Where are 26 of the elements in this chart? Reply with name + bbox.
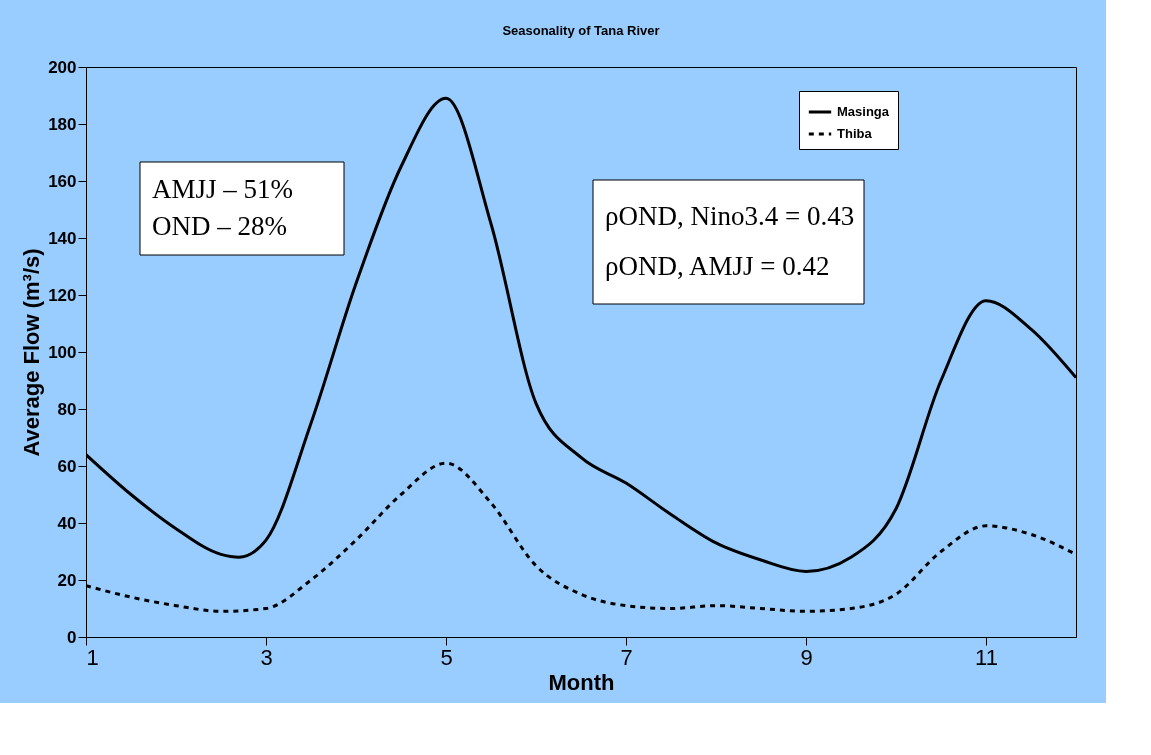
x-tick-label: 5 <box>440 644 453 670</box>
x-tick-label: 9 <box>800 644 813 670</box>
chart-title: Seasonality of Tana River <box>502 23 660 38</box>
y-tick-label: 120 <box>48 285 77 305</box>
y-axis-title: Average Flow (m³/s) <box>19 248 45 457</box>
y-tick-label: 20 <box>57 570 77 590</box>
y-tick-label: 40 <box>57 513 77 533</box>
x-tick-label: 11 <box>975 644 998 670</box>
y-tick-label: 160 <box>48 171 77 191</box>
y-tick-label: 0 <box>67 627 77 647</box>
y-tick-label: 180 <box>48 114 77 134</box>
y-tick-label: 100 <box>48 342 77 362</box>
annotation: ρOND, AMJJ = 0.42 <box>605 250 830 281</box>
annotation: AMJJ – 51% <box>152 173 294 204</box>
x-tick-label: 1 <box>86 644 99 670</box>
x-tick-label: 7 <box>620 644 633 670</box>
y-tick-label: 60 <box>57 456 77 476</box>
y-tick-label: 200 <box>48 57 77 77</box>
x-tick-label: 3 <box>260 644 273 670</box>
y-tick-label: 140 <box>48 228 77 248</box>
legend-label: Thiba <box>837 126 873 141</box>
legend-label: Masinga <box>837 104 890 119</box>
y-tick-label: 80 <box>57 399 77 419</box>
annotation: ρOND, Nino3.4 = 0.43 <box>605 201 855 232</box>
x-axis-title: Month <box>548 669 615 695</box>
annotation: OND – 28% <box>152 211 287 242</box>
